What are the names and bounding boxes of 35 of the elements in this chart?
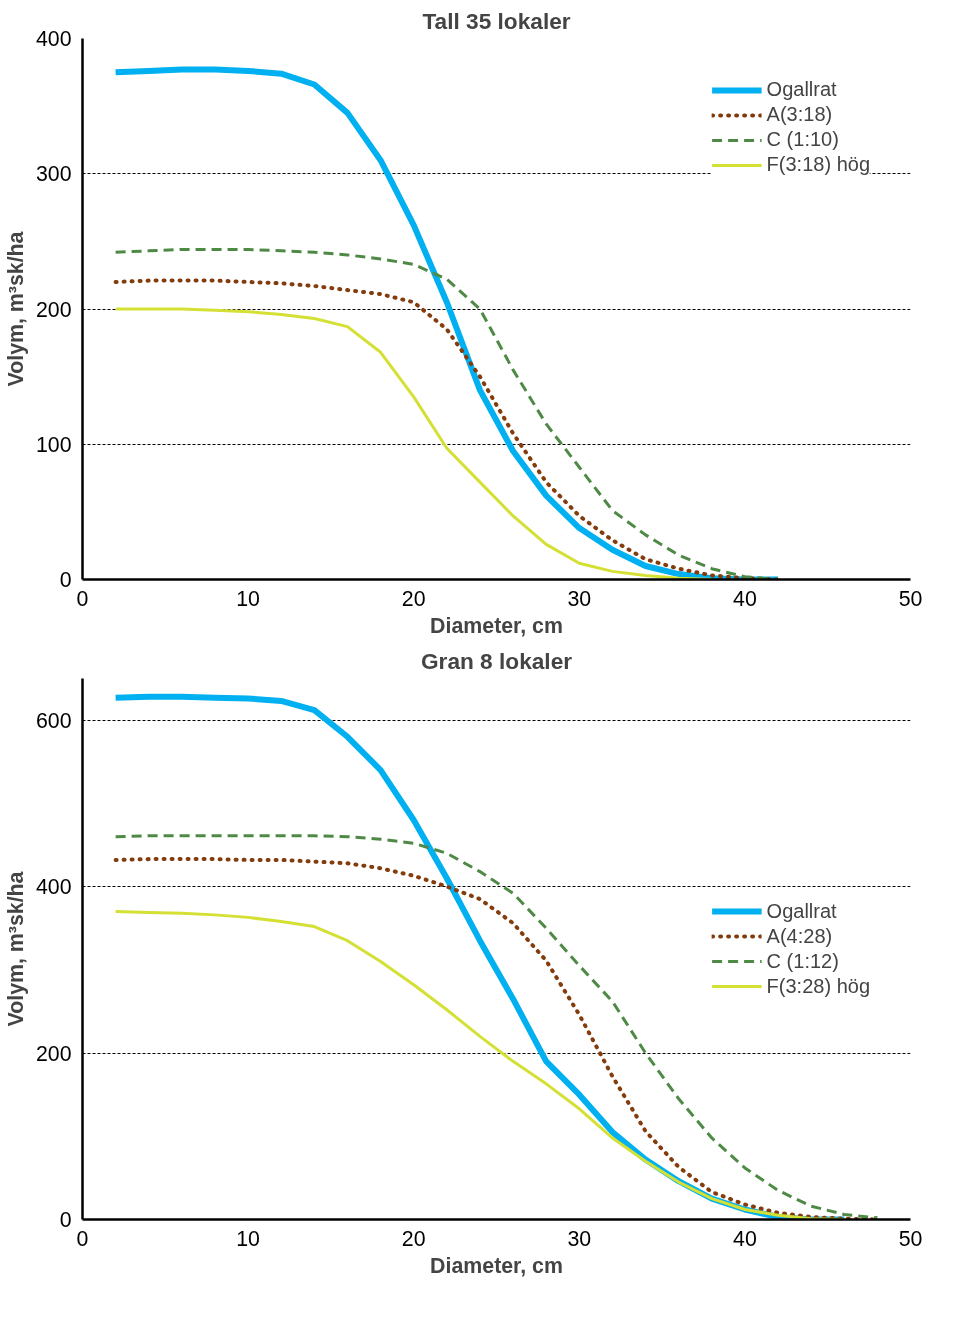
x-tick-label: 0 [76,1226,89,1251]
y-axis-title: Volym, m³sk/ha [3,871,28,1027]
y-tick-label: 200 [35,1041,72,1066]
y-tick-label: 300 [35,162,72,187]
legend-label: A(4:28) [766,924,833,948]
x-tick-label: 20 [401,586,426,611]
x-axis-title: Diameter, cm [430,1253,563,1278]
legend-label: A(3:18) [766,103,833,126]
y-tick-label: 0 [59,1208,72,1232]
chart-title: Tall 35 lokaler [422,7,571,34]
y-axis-title: Volym, m³sk/ha [3,231,28,387]
x-tick-label: 30 [567,1226,592,1251]
legend-label: Ogallrat [766,899,837,923]
x-tick-label: 50 [898,1226,923,1251]
x-tick-label: 30 [567,586,592,611]
legend-label: F(3:28) hög [766,974,870,998]
legend-label: Ogallrat [766,78,837,101]
x-tick-label: 10 [236,1226,261,1251]
x-tick-label: 20 [401,1226,426,1251]
x-tick-label: 50 [898,586,923,611]
x-tick-label: 40 [733,586,757,611]
y-tick-label: 200 [35,297,72,322]
x-tick-label: 10 [236,586,261,611]
y-tick-label: 600 [35,708,72,733]
y-tick-label: 400 [35,875,72,900]
y-tick-label: 0 [59,568,72,592]
chart-title: Gran 8 lokaler [420,647,573,674]
y-tick-label: 400 [35,27,72,51]
legend-label: C (1:12) [766,949,839,973]
y-tick-label: 100 [35,432,72,457]
x-tick-label: 0 [76,586,89,611]
x-tick-label: 40 [733,1226,757,1251]
legend-label: F(3:18) hög [766,153,870,176]
legend-label: C (1:10) [766,128,839,151]
x-axis-title: Diameter, cm [430,613,563,638]
